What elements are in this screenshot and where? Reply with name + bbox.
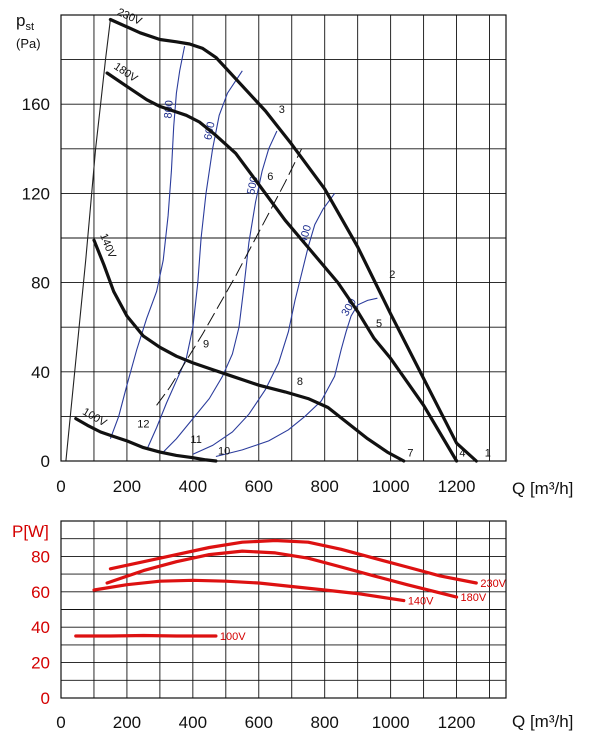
pressure-curve-230v (108, 17, 478, 463)
operating-point-label-7: 7 (407, 448, 413, 460)
operating-point-label-11: 11 (190, 434, 201, 446)
operating-point-label-3: 3 (279, 104, 285, 116)
power-curve-100v (74, 633, 218, 638)
power-curves (74, 538, 478, 638)
x-tick-label: 0 (56, 477, 65, 496)
y-tick-label: 20 (31, 654, 50, 673)
x-tick-label: 600 (245, 477, 273, 496)
power-curve-180v (105, 549, 459, 599)
x-tick-label: 400 (179, 477, 207, 496)
x-tick-label: 200 (113, 713, 141, 732)
x-tick-label: 800 (311, 713, 339, 732)
x-tick-label: 1200 (438, 713, 476, 732)
power-chart-ticks: 0 200 400 600 800 1000 1200 0 20 40 60 80 (31, 547, 475, 732)
y-tick-label: 0 (41, 452, 50, 471)
x-tick-label: 800 (311, 477, 339, 496)
pressure-curves (74, 17, 478, 463)
rpm-label-400: 400 (297, 224, 314, 245)
power-curve-label-180v: 180V (461, 592, 487, 604)
power-axis-label: P[W] (12, 522, 49, 541)
pressure-axis-unit: (Pa) (16, 36, 41, 51)
power-curve-labels: 230V 180V 140V 100V (220, 578, 507, 643)
pressure-curve-180v (105, 71, 459, 463)
y-tick-label: 120 (22, 184, 50, 203)
rpm-line-300 (215, 297, 378, 458)
power-curve-chart: 230V 180V 140V 100V 0 200 400 600 800 1000 1200 0 2… (12, 520, 573, 732)
flow-axis-label-power: Q [m³/h] (512, 712, 573, 731)
dashed-operating-line (156, 148, 303, 406)
operating-point-label-12: 12 (137, 419, 149, 431)
rpm-line-400 (192, 193, 336, 455)
operating-point-label-1: 1 (485, 448, 491, 460)
operating-point-label-6: 6 (267, 171, 273, 183)
operating-point-label-4: 4 (459, 448, 465, 460)
y-tick-label: 80 (31, 547, 50, 566)
power-chart-frame (60, 520, 507, 699)
x-tick-label: 600 (245, 713, 273, 732)
rpm-line-500 (162, 130, 278, 453)
x-tick-label: 400 (179, 713, 207, 732)
operating-point-label-2: 2 (389, 269, 395, 281)
rpm-line-800 (109, 46, 186, 439)
pressure-curve-label-100v: 100V (80, 406, 109, 430)
y-tick-label: 80 (31, 274, 50, 293)
y-tick-label: 40 (31, 618, 50, 637)
y-tick-label: 60 (31, 583, 50, 602)
x-tick-label: 1200 (438, 477, 476, 496)
power-curve-230v (108, 538, 478, 585)
power-curve-label-230v: 230V (480, 578, 506, 590)
rpm-line-600 (146, 70, 243, 451)
operating-point-label-10: 10 (218, 445, 230, 457)
pressure-axis-label: pst (16, 11, 34, 33)
pressure-curve-100v (74, 417, 218, 463)
power-curve-140v (92, 578, 406, 603)
pressure-curve-label-180v: 180V (111, 61, 140, 86)
x-tick-label: 0 (56, 713, 65, 732)
operating-point-label-5: 5 (376, 318, 382, 330)
power-curve-label-100v: 100V (220, 631, 246, 643)
y-tick-label: 0 (41, 689, 50, 708)
power-curve-label-140v: 140V (408, 596, 434, 608)
x-tick-label: 1000 (372, 477, 410, 496)
flow-axis-label: Q [m³/h] (512, 479, 573, 498)
pressure-chart-grid (61, 15, 506, 461)
y-tick-label: 40 (31, 363, 50, 382)
x-tick-label: 1000 (372, 713, 410, 732)
power-chart-grid (61, 521, 506, 698)
rpm-envelope-line (65, 19, 111, 462)
efficiency-dashed-line (156, 148, 303, 406)
operating-point-label-9: 9 (203, 338, 209, 350)
pressure-chart-ticks: 0 200 400 600 800 1000 1200 0 40 80 120 160 (22, 95, 476, 496)
pressure-chart-frame (60, 14, 507, 462)
pressure-curve-140v (92, 238, 406, 463)
y-tick-label: 160 (22, 95, 50, 114)
operating-point-label-8: 8 (297, 376, 303, 388)
x-tick-label: 200 (113, 477, 141, 496)
